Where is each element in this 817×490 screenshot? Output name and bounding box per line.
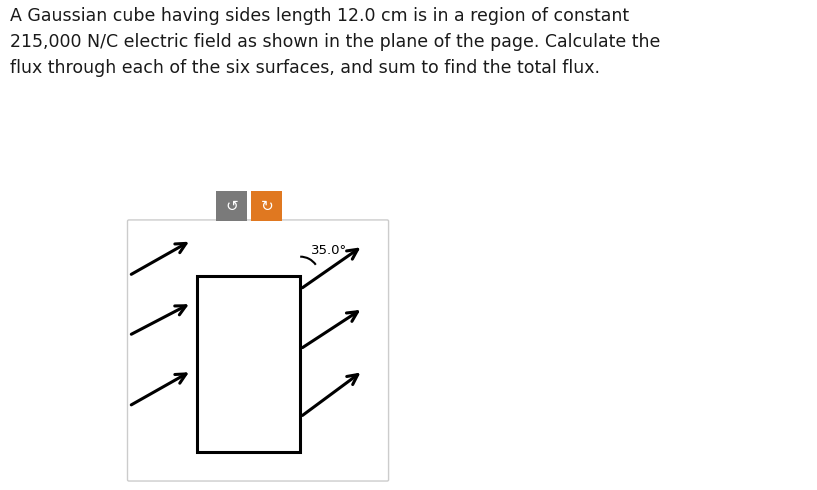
Text: 35.0°: 35.0° [311,244,347,257]
Text: ↺: ↺ [225,198,238,214]
Text: A Gaussian cube having sides length 12.0 cm is in a region of constant
215,000 N: A Gaussian cube having sides length 12.0… [10,7,660,77]
Text: ↻: ↻ [261,198,273,214]
FancyBboxPatch shape [127,220,389,481]
Bar [197,276,300,452]
